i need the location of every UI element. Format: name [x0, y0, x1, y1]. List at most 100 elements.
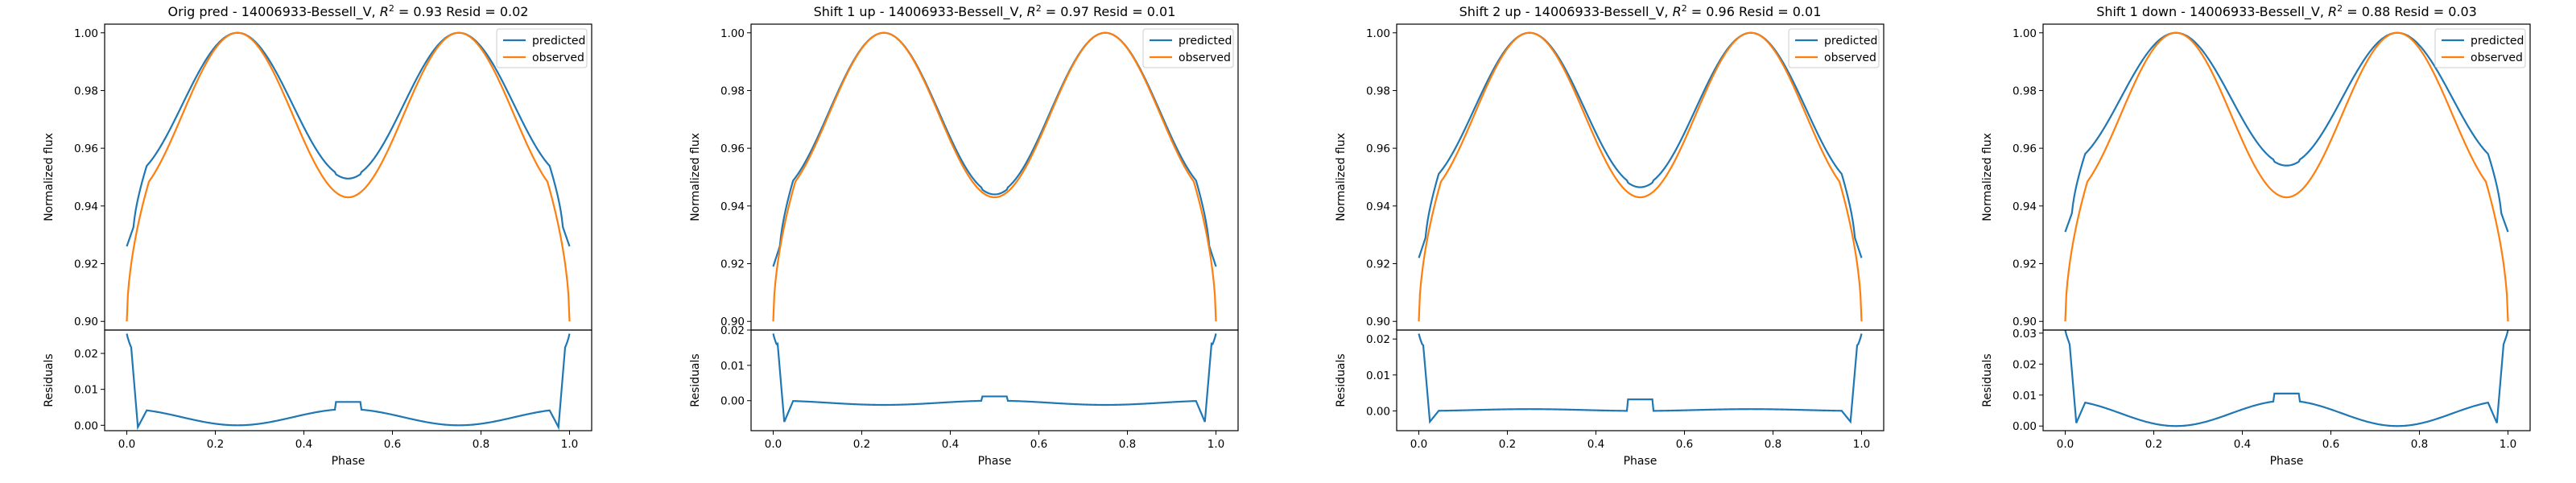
legend-label-observed: observed — [532, 52, 584, 64]
title-r: R — [1027, 4, 1036, 19]
resid-axes-frame — [1396, 329, 1885, 431]
xtick-label: 0.0 — [765, 438, 782, 451]
xtick-label: 0.0 — [118, 438, 135, 451]
flux-ytick-label: 0.90 — [74, 316, 98, 328]
resid-ytick-label: 0.00 — [2013, 420, 2037, 433]
flux-ytick-label: 0.94 — [720, 200, 745, 213]
xtick-label: 0.2 — [853, 438, 870, 451]
predicted-line — [2064, 31, 2509, 233]
resid-ylabel: Residuals — [1981, 353, 1994, 407]
title-prefix: Shift 1 up - 14006933-Bessell_V, — [814, 4, 1027, 20]
resid-ytick-label: 0.01 — [2013, 390, 2037, 402]
title-r-sup: 2 — [1682, 3, 1687, 14]
title-r: R — [2328, 4, 2337, 19]
resid-ytick-label: 0.02 — [74, 348, 98, 361]
flux-ytick-label: 1.00 — [1366, 27, 1390, 40]
legend: predicted observed — [1142, 28, 1234, 68]
xtick-label: 0.6 — [2322, 438, 2339, 451]
chart-title: Shift 1 down - 14006933-Bessell_V, R2 = … — [2096, 3, 2477, 20]
resid-ytick-label: 0.00 — [720, 395, 745, 408]
flux-ytick-label: 0.96 — [1366, 142, 1390, 155]
title-prefix: Orig pred - 14006933-Bessell_V, — [168, 4, 380, 20]
predicted-line — [1418, 31, 1863, 258]
legend-label-observed: observed — [2471, 52, 2523, 64]
title-r: R — [380, 4, 389, 19]
legend-label-predicted: predicted — [1824, 35, 1877, 47]
flux-axes-frame — [750, 23, 1239, 331]
flux-ytick-label: 1.00 — [74, 27, 98, 40]
xtick-label: 0.2 — [1499, 438, 1516, 451]
title-r-sup: 2 — [2337, 3, 2343, 14]
resid-axes-frame — [750, 329, 1239, 431]
chart-title: Orig pred - 14006933-Bessell_V, R2 = 0.9… — [168, 3, 529, 20]
panel-1: Orig pred - 14006933-Bessell_V, R2 = 0.9… — [43, 3, 592, 468]
flux-ytick-label: 0.96 — [2013, 142, 2037, 155]
flux-ytick-label: 0.98 — [1366, 85, 1390, 97]
resid-ytick-label: 0.02 — [720, 324, 745, 337]
xtick-label: 0.0 — [2057, 438, 2074, 451]
legend-label-predicted: predicted — [1179, 35, 1232, 47]
xtick-label: 0.4 — [942, 438, 959, 451]
legend: predicted observed — [1788, 28, 1880, 68]
xtick-label: 0.2 — [2145, 438, 2162, 451]
xtick-label: 1.0 — [2500, 438, 2516, 451]
flux-ytick-label: 0.92 — [74, 258, 98, 271]
flux-ytick-label: 0.90 — [1366, 316, 1390, 328]
resid-ylabel: Residuals — [1335, 353, 1348, 407]
flux-ylabel: Normalized flux — [689, 133, 702, 221]
predicted-line — [126, 31, 571, 247]
xtick-label: 1.0 — [1853, 438, 1870, 451]
observed-line — [772, 31, 1217, 322]
flux-ytick-label: 0.90 — [720, 316, 745, 328]
residual-line — [1418, 333, 1863, 424]
flux-axes-frame — [104, 23, 592, 331]
xtick-label: 0.0 — [1410, 438, 1427, 451]
flux-ytick-label: 0.94 — [2013, 200, 2037, 213]
flux-ytick-label: 0.92 — [2013, 258, 2037, 271]
flux-ytick-label: 0.90 — [2013, 316, 2037, 328]
flux-ylabel: Normalized flux — [43, 133, 56, 221]
xtick-label: 0.6 — [1676, 438, 1693, 451]
flux-ytick-label: 0.96 — [74, 142, 98, 155]
title-suffix: = 0.97 Resid = 0.01 — [1042, 4, 1176, 19]
xlabel: Phase — [1624, 455, 1657, 468]
observed-line — [126, 31, 571, 322]
resid-ytick-label: 0.01 — [720, 360, 745, 373]
residual-line — [2064, 329, 2509, 427]
flux-ytick-label: 0.98 — [74, 85, 98, 97]
flux-ylabel: Normalized flux — [1981, 133, 1994, 221]
xtick-label: 1.0 — [1208, 438, 1224, 451]
legend: predicted observed — [2434, 28, 2526, 68]
xlabel: Phase — [978, 455, 1012, 468]
legend: predicted observed — [496, 28, 588, 68]
resid-axes-frame — [2042, 329, 2531, 431]
panel-2: Shift 1 up - 14006933-Bessell_V, R2 = 0.… — [689, 3, 1239, 468]
title-prefix: Shift 1 down - 14006933-Bessell_V, — [2096, 4, 2328, 20]
xtick-label: 0.4 — [1587, 438, 1604, 451]
panel-4: Shift 1 down - 14006933-Bessell_V, R2 = … — [1981, 3, 2531, 468]
legend-label-observed: observed — [1179, 52, 1231, 64]
resid-ytick-label: 0.02 — [1366, 333, 1390, 346]
panel-3: Shift 2 up - 14006933-Bessell_V, R2 = 0.… — [1335, 3, 1885, 468]
xlabel: Phase — [2270, 455, 2304, 468]
chart-title: Shift 2 up - 14006933-Bessell_V, R2 = 0.… — [1459, 3, 1822, 20]
xtick-label: 1.0 — [561, 438, 578, 451]
flux-ytick-label: 0.94 — [74, 200, 98, 213]
resid-ytick-label: 0.00 — [74, 419, 98, 432]
xtick-label: 0.4 — [295, 438, 312, 451]
xtick-label: 0.2 — [207, 438, 224, 451]
title-r-sup: 2 — [1036, 3, 1042, 14]
resid-axes-frame — [104, 329, 592, 431]
flux-ytick-label: 0.98 — [720, 85, 745, 97]
xtick-label: 0.8 — [473, 438, 489, 451]
flux-ytick-label: 1.00 — [2013, 27, 2037, 40]
residual-line — [772, 333, 1217, 423]
xtick-label: 0.8 — [2411, 438, 2428, 451]
xtick-label: 0.8 — [1119, 438, 1136, 451]
legend-label-observed: observed — [1824, 52, 1876, 64]
flux-ylabel: Normalized flux — [1335, 133, 1348, 221]
title-suffix: = 0.88 Resid = 0.03 — [2343, 4, 2477, 19]
resid-ytick-label: 0.01 — [74, 384, 98, 397]
resid-ytick-label: 0.00 — [1366, 405, 1390, 418]
